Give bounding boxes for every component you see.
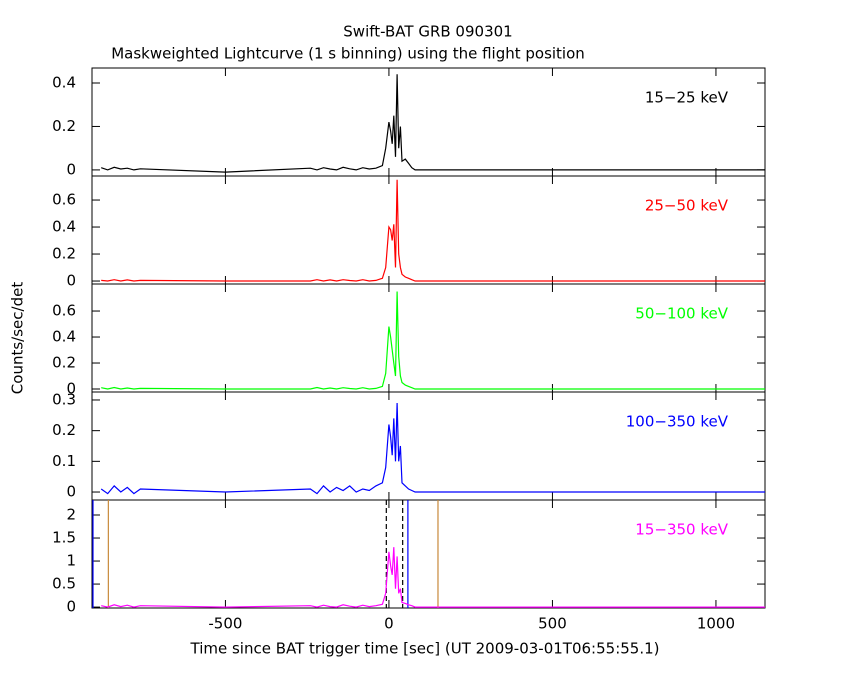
y-tick-label: 0.6 xyxy=(52,302,76,320)
light-curve xyxy=(101,74,765,173)
band-label: 25−50 keV xyxy=(645,197,729,215)
light-curve xyxy=(101,179,765,282)
x-axis-label: Time since BAT trigger time [sec] (UT 20… xyxy=(190,640,660,658)
y-tick-label: 2 xyxy=(66,506,76,524)
panel-frame xyxy=(91,499,766,609)
x-tick-label: -500 xyxy=(208,615,242,633)
y-tick-label: 0.3 xyxy=(52,390,76,408)
y-tick-label: 0.2 xyxy=(52,117,76,135)
panel-frame xyxy=(91,283,766,393)
y-tick-label: 0.4 xyxy=(52,218,76,236)
y-tick-label: 0 xyxy=(66,483,76,501)
band-label: 100−350 keV xyxy=(626,413,729,431)
band-label: 50−100 keV xyxy=(635,305,728,323)
x-tick-label: 0 xyxy=(384,615,394,633)
light-curve xyxy=(101,547,765,608)
y-tick-label: 0.4 xyxy=(52,328,76,346)
y-tick-label: 0 xyxy=(66,272,76,290)
y-tick-label: 0.4 xyxy=(52,73,76,91)
x-tick-label: 500 xyxy=(538,615,567,633)
band-label: 15−350 keV xyxy=(635,521,728,539)
panel-frame xyxy=(91,67,766,177)
y-tick-label: 0.2 xyxy=(52,354,76,372)
y-axis-label: Counts/sec/det xyxy=(9,282,27,395)
y-tick-label: 1.5 xyxy=(52,529,76,547)
y-tick-label: 0 xyxy=(66,380,76,398)
y-tick-label: 0.2 xyxy=(52,421,76,439)
y-tick-label: 0 xyxy=(66,598,76,616)
y-tick-label: 0 xyxy=(66,160,76,178)
panel-frame xyxy=(91,391,766,501)
light-curve xyxy=(100,402,765,495)
chart-subtitle: Maskweighted Lightcurve (1 s binning) us… xyxy=(111,45,585,63)
y-tick-label: 0.2 xyxy=(52,245,76,263)
panel-frame xyxy=(91,175,766,285)
light-curve xyxy=(101,291,765,390)
chart-title: Swift-BAT GRB 090301 xyxy=(343,23,512,41)
y-tick-label: 0.1 xyxy=(52,452,76,470)
y-tick-label: 0.5 xyxy=(52,575,76,593)
y-tick-label: 1 xyxy=(66,552,76,570)
y-tick-label: 0.6 xyxy=(52,191,76,209)
x-tick-label: 1000 xyxy=(697,615,735,633)
band-label: 15−25 keV xyxy=(645,89,729,107)
